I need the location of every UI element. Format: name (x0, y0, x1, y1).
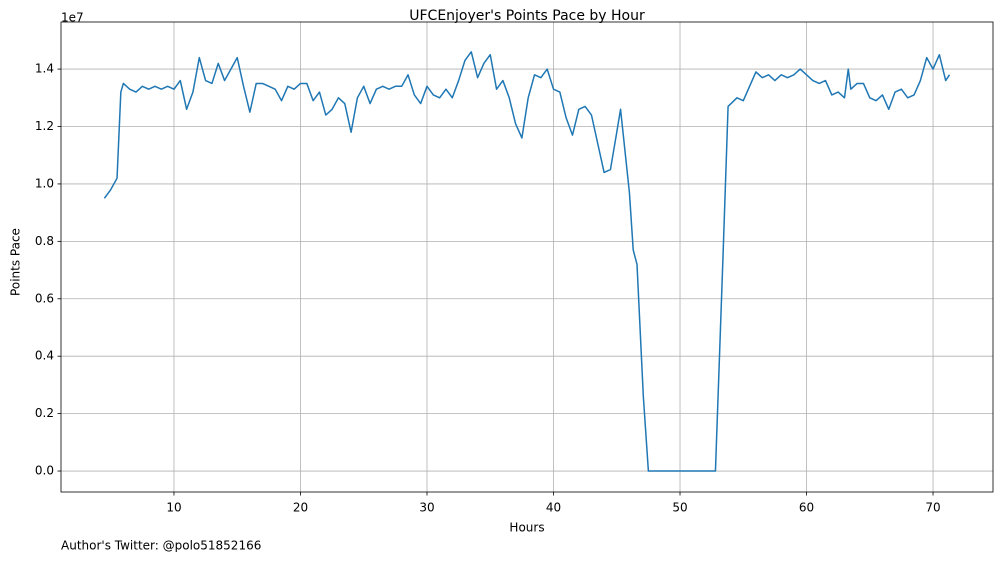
y-tick-label: 1.2 (35, 119, 54, 133)
x-tick-label: 40 (546, 501, 561, 515)
x-tick-label: 10 (166, 501, 181, 515)
y-offset-label: 1e7 (61, 11, 84, 25)
x-axis-label: Hours (509, 521, 544, 535)
y-tick-label: 0.6 (35, 291, 54, 305)
x-tick-label: 30 (419, 501, 434, 515)
x-tick-label: 70 (925, 501, 940, 515)
y-tick-label: 1.4 (35, 62, 54, 76)
y-axis-label: Points Pace (9, 228, 23, 296)
y-tick-label: 0.2 (35, 406, 54, 420)
x-tick-label: 20 (293, 501, 308, 515)
x-tick-label: 60 (799, 501, 814, 515)
chart-title: UFCEnjoyer's Points Pace by Hour (409, 8, 645, 24)
footnote: Author's Twitter: @polo51852166 (61, 539, 261, 553)
y-tick-label: 0.4 (35, 349, 54, 363)
data-line (103, 51, 951, 472)
y-tick-label: 0.0 (35, 464, 54, 478)
plot-frame (60, 21, 994, 493)
y-tick-label: 1.0 (35, 176, 54, 190)
x-tick-label: 50 (672, 501, 687, 515)
y-tick-label: 0.8 (35, 234, 54, 248)
